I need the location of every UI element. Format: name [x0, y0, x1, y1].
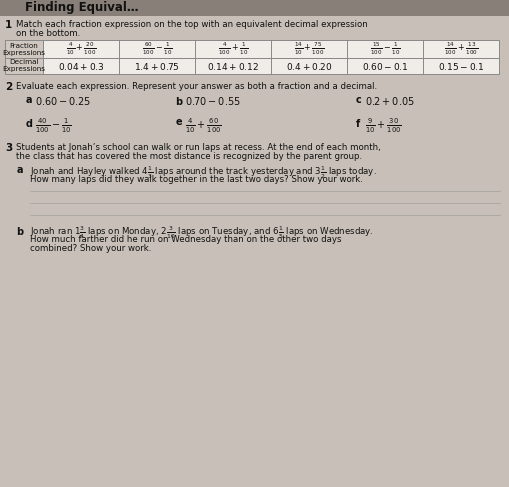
Text: 1: 1	[5, 20, 12, 30]
Text: $\mathbf{b}$: $\mathbf{b}$	[175, 95, 184, 107]
Text: Students at Jonah’s school can walk or run laps at recess. At the end of each mo: Students at Jonah’s school can walk or r…	[16, 143, 381, 152]
Text: $0.14+0.12$: $0.14+0.12$	[207, 60, 259, 72]
Text: $\frac{14}{10}+\frac{75}{100}$: $\frac{14}{10}+\frac{75}{100}$	[294, 41, 324, 57]
Bar	[5, 40, 43, 58]
Text: $\mathbf{d}$: $\mathbf{d}$	[25, 117, 33, 129]
Bar	[5, 58, 43, 74]
Text: $0.70-0.55$: $0.70-0.55$	[185, 95, 241, 107]
Text: Jonah ran $1\frac{3}{4}$ laps on Monday, $2\frac{3}{10}$ laps on Tuesday, and $6: Jonah ran $1\frac{3}{4}$ laps on Monday,…	[30, 225, 374, 242]
Text: $1.4+0.75$: $1.4+0.75$	[134, 60, 180, 72]
Text: $\frac{4}{100}+\frac{1}{10}$: $\frac{4}{100}+\frac{1}{10}$	[218, 41, 248, 57]
Text: $\frac{4}{10}+\frac{60}{100}$: $\frac{4}{10}+\frac{60}{100}$	[185, 117, 222, 135]
Bar	[0, 0, 509, 16]
Text: Fraction
Expressions: Fraction Expressions	[3, 42, 45, 56]
Text: the class that has covered the most distance is recognized by the parent group.: the class that has covered the most dist…	[16, 152, 362, 161]
Text: How many laps did they walk together in the last two days? Show your work.: How many laps did they walk together in …	[30, 175, 363, 184]
Text: $\mathbf{c}$: $\mathbf{c}$	[355, 95, 362, 105]
Text: How much farther did he run on Wednesday than on the other two days: How much farther did he run on Wednesday…	[30, 235, 342, 244]
Text: $0.04+0.3$: $0.04+0.3$	[58, 60, 104, 72]
Text: Evaluate each expression. Represent your answer as both a fraction and a decimal: Evaluate each expression. Represent your…	[16, 82, 377, 91]
Text: $\mathbf{f}$: $\mathbf{f}$	[355, 117, 361, 129]
Text: $\frac{9}{10}+\frac{30}{100}$: $\frac{9}{10}+\frac{30}{100}$	[365, 117, 402, 135]
Bar	[5, 58, 499, 74]
Text: $0.60-0.1$: $0.60-0.1$	[362, 60, 408, 72]
Text: Match each fraction expression on the top with an equivalent decimal expression: Match each fraction expression on the to…	[16, 20, 367, 29]
Text: on the bottom.: on the bottom.	[16, 29, 80, 38]
Text: $\mathbf{a}$: $\mathbf{a}$	[25, 95, 33, 105]
Text: combined? Show your work.: combined? Show your work.	[30, 244, 151, 253]
Text: $\frac{15}{100}-\frac{1}{10}$: $\frac{15}{100}-\frac{1}{10}$	[370, 41, 400, 57]
Text: Decimal
Expressions: Decimal Expressions	[3, 59, 45, 73]
Text: 3: 3	[5, 143, 12, 153]
Text: Jonah and Hayley walked $4\frac{1}{3}$ laps around the track yesterday and $3\fr: Jonah and Hayley walked $4\frac{1}{3}$ l…	[30, 165, 377, 182]
Text: $0.4+0.20$: $0.4+0.20$	[286, 60, 332, 72]
Bar	[5, 40, 499, 58]
Text: $\mathbf{b}$: $\mathbf{b}$	[16, 225, 24, 237]
Text: $0.60-0.25$: $0.60-0.25$	[35, 95, 91, 107]
Text: 2: 2	[5, 82, 12, 92]
Text: $0.2+0.05$: $0.2+0.05$	[365, 95, 415, 107]
Text: $\frac{40}{100}-\frac{1}{10}$: $\frac{40}{100}-\frac{1}{10}$	[35, 117, 72, 135]
Text: $\frac{60}{100}-\frac{1}{10}$: $\frac{60}{100}-\frac{1}{10}$	[142, 41, 173, 57]
Text: $\frac{14}{100}+\frac{13}{100}$: $\frac{14}{100}+\frac{13}{100}$	[444, 41, 478, 57]
Text: $\mathbf{e}$: $\mathbf{e}$	[175, 117, 183, 127]
Text: $\mathbf{a}$: $\mathbf{a}$	[16, 165, 24, 175]
Text: Finding Equival…: Finding Equival…	[25, 1, 138, 15]
Text: $\frac{4}{10}+\frac{20}{100}$: $\frac{4}{10}+\frac{20}{100}$	[66, 41, 96, 57]
Text: $0.15-0.1$: $0.15-0.1$	[438, 60, 484, 72]
